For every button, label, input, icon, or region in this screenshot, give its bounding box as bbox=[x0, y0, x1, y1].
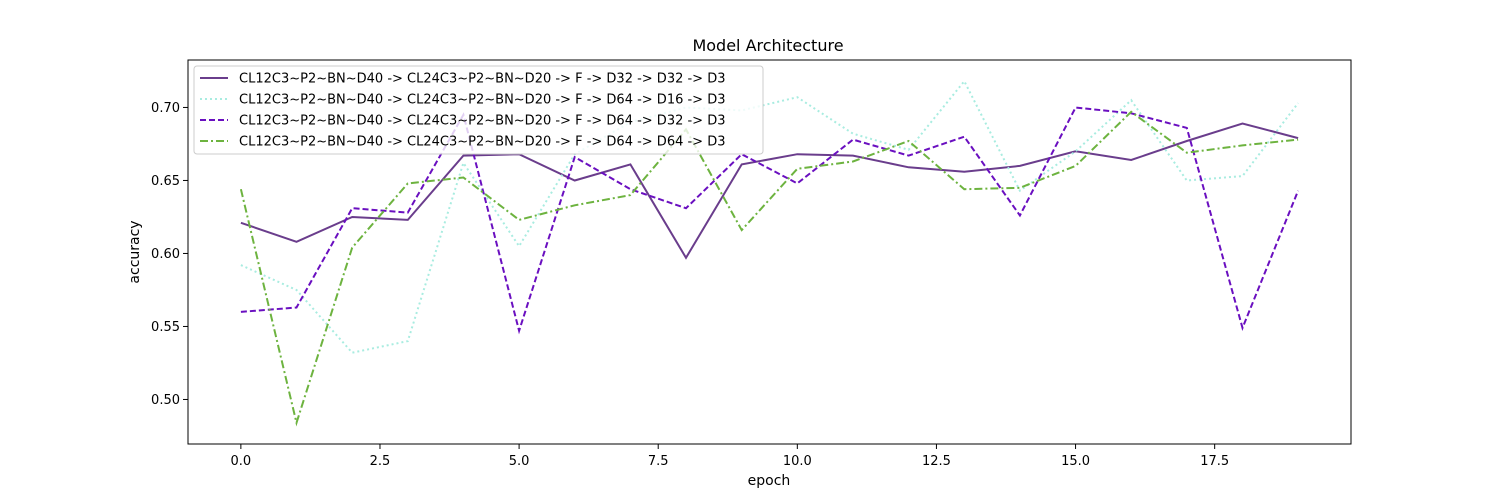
y-tick-label: 0.50 bbox=[151, 393, 180, 408]
x-tick-label: 15.0 bbox=[1061, 454, 1090, 469]
chart-title: Model Architecture bbox=[692, 36, 843, 55]
y-tick-label: 0.65 bbox=[151, 174, 180, 189]
x-axis-label: epoch bbox=[748, 473, 791, 489]
legend-label-3: CL12C3~P2~BN~D40 -> CL24C3~P2~BN~D20 -> … bbox=[239, 114, 726, 129]
y-axis-label: accuracy bbox=[127, 220, 143, 283]
series-layer bbox=[239, 79, 1300, 427]
y-tick-label: 0.70 bbox=[151, 101, 180, 116]
y-tick-label: 0.55 bbox=[151, 320, 180, 335]
y-tick-label: 0.60 bbox=[151, 247, 180, 262]
x-tick-label: 12.5 bbox=[922, 454, 951, 469]
plot-frame bbox=[187, 59, 1352, 445]
x-tick-label: 2.5 bbox=[370, 454, 391, 469]
legend-box bbox=[193, 65, 764, 155]
x-tick-label: 7.5 bbox=[648, 454, 669, 469]
legend-label-2: CL12C3~P2~BN~D40 -> CL24C3~P2~BN~D20 -> … bbox=[239, 93, 726, 108]
x-tick-label: 5.0 bbox=[509, 454, 530, 469]
x-tick-label: 0.0 bbox=[231, 454, 252, 469]
legend-label-1: CL12C3~P2~BN~D40 -> CL24C3~P2~BN~D20 -> … bbox=[239, 72, 726, 87]
legend: CL12C3~P2~BN~D40 -> CL24C3~P2~BN~D20 -> … bbox=[193, 65, 764, 155]
series-line-1 bbox=[240, 122, 1299, 260]
y-axis: 0.50 0.55 0.60 0.65 0.70 bbox=[151, 101, 188, 408]
series-line-4 bbox=[239, 110, 1299, 427]
x-axis: 0.0 2.5 5.0 7.5 10.0 12.5 15.0 17.5 bbox=[231, 444, 1229, 469]
legend-label-4: CL12C3~P2~BN~D40 -> CL24C3~P2~BN~D20 -> … bbox=[239, 135, 726, 150]
x-tick-label: 10.0 bbox=[783, 454, 812, 469]
series-line-3 bbox=[240, 106, 1300, 335]
x-tick-label: 17.5 bbox=[1200, 454, 1229, 469]
